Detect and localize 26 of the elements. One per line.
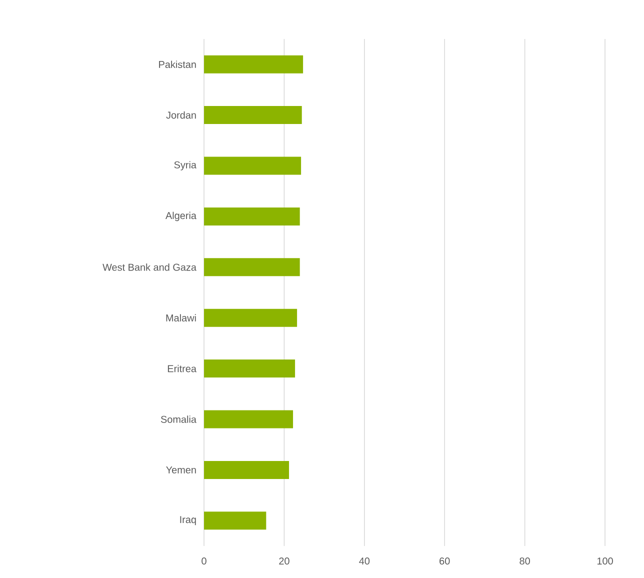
bar	[204, 55, 304, 74]
x-tick-label: 100	[597, 558, 613, 565]
x-tick-label: 60	[440, 558, 450, 565]
y-tick-label: Iraq	[180, 516, 196, 526]
y-tick-label: Eritrea	[168, 364, 196, 372]
bar	[204, 360, 296, 378]
y-tick-label: Yemen	[166, 466, 196, 474]
y-tick-label: Malawi	[166, 314, 196, 322]
y-tick-label: Algeria	[165, 212, 196, 222]
x-tick-label: 0	[202, 558, 206, 565]
y-tick-label: Syria	[174, 161, 196, 170]
y-tick-label: Jordan	[166, 111, 196, 119]
x-tick-label: 40	[359, 558, 370, 565]
bar	[204, 460, 290, 479]
bar	[204, 156, 302, 175]
y-tick-label: Pakistan	[159, 60, 196, 68]
bar	[204, 512, 266, 530]
x-tick-label: 80	[520, 558, 530, 565]
y-tick-label: West Bank and Gaza	[102, 263, 196, 271]
bar	[204, 207, 300, 226]
bar	[204, 106, 302, 124]
bar	[204, 258, 300, 276]
y-tick-label: Somalia	[160, 416, 196, 423]
bar	[204, 410, 294, 428]
bar	[204, 308, 298, 327]
x-tick-label: 20	[279, 558, 290, 565]
